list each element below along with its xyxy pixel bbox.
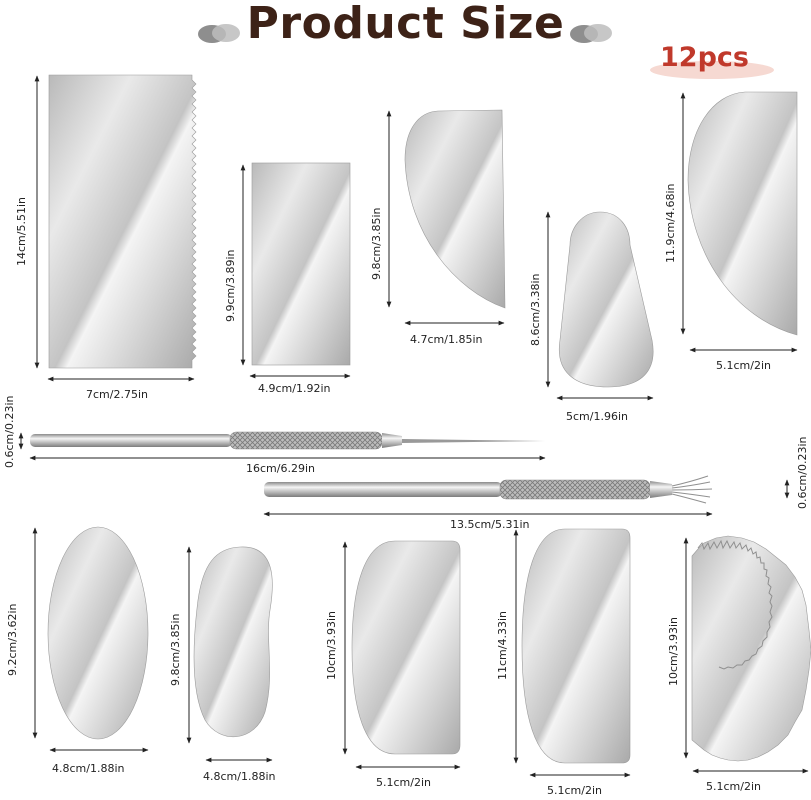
dim-small-rectangle-height: 9.9cm/3.89in	[224, 249, 237, 322]
half-moon-scraper	[404, 109, 506, 309]
dim-flat-rib-large-height: 11cm/4.33in	[496, 611, 509, 680]
dim-oval-height: 9.2cm/3.62in	[6, 603, 19, 676]
dim-oval-width: 4.8cm/1.88in	[52, 762, 125, 775]
dim-serrated-rib-width: 5.1cm/2in	[706, 780, 761, 793]
badge-highlight	[650, 61, 774, 79]
feather-tool	[264, 475, 713, 504]
dim-serrated-rib-height: 10cm/3.93in	[667, 617, 680, 686]
kidney-scraper	[193, 546, 273, 737]
oval-scraper	[47, 526, 149, 740]
count-badge: 12pcs	[660, 42, 749, 73]
dim-half-moon-height: 9.8cm/3.85in	[370, 207, 383, 280]
flat-side-rib-large	[521, 528, 631, 764]
dim-teardrop-height: 8.6cm/3.38in	[529, 273, 542, 346]
dim-needle-tool-length: 16cm/6.29in	[246, 462, 315, 475]
dim-serrated-rectangle-width: 7cm/2.75in	[86, 388, 148, 401]
serrated-rib	[691, 535, 811, 762]
title-decoration-right	[570, 24, 612, 43]
dim-large-half-moon-width: 5.1cm/2in	[716, 359, 771, 372]
large-half-moon-scraper	[687, 91, 798, 336]
dim-teardrop-width: 5cm/1.96in	[566, 410, 628, 423]
needle-tool	[30, 431, 545, 450]
dim-needle-tool-diameter: 0.6cm/0.23in	[3, 395, 16, 468]
page-title: Product Size	[246, 0, 565, 49]
title-decoration-left	[198, 24, 240, 43]
dim-half-moon-width: 4.7cm/1.85in	[410, 333, 483, 346]
dim-kidney-width: 4.8cm/1.88in	[203, 770, 276, 783]
flat-side-rib-small	[351, 540, 461, 755]
dim-flat-rib-large-width: 5.1cm/2in	[547, 784, 602, 797]
serrated-rectangle-scraper	[48, 74, 197, 369]
dim-flat-rib-small-height: 10cm/3.93in	[325, 611, 338, 680]
dim-kidney-height: 9.8cm/3.85in	[169, 613, 182, 686]
dim-small-rectangle-width: 4.9cm/1.92in	[258, 382, 331, 395]
dim-feather-tool-diameter: 0.6cm/0.23in	[796, 436, 809, 509]
dim-flat-rib-small-width: 5.1cm/2in	[376, 776, 431, 789]
teardrop-scraper	[558, 211, 654, 388]
dim-serrated-rectangle-height: 14cm/5.51in	[15, 197, 28, 266]
dim-feather-tool-length: 13.5cm/5.31in	[450, 518, 530, 531]
serrated-rib-teeth	[697, 539, 773, 670]
dimension-lines	[18, 75, 809, 778]
dim-large-half-moon-height: 11.9cm/4.68in	[664, 183, 677, 263]
small-rectangle-scraper	[251, 162, 351, 366]
